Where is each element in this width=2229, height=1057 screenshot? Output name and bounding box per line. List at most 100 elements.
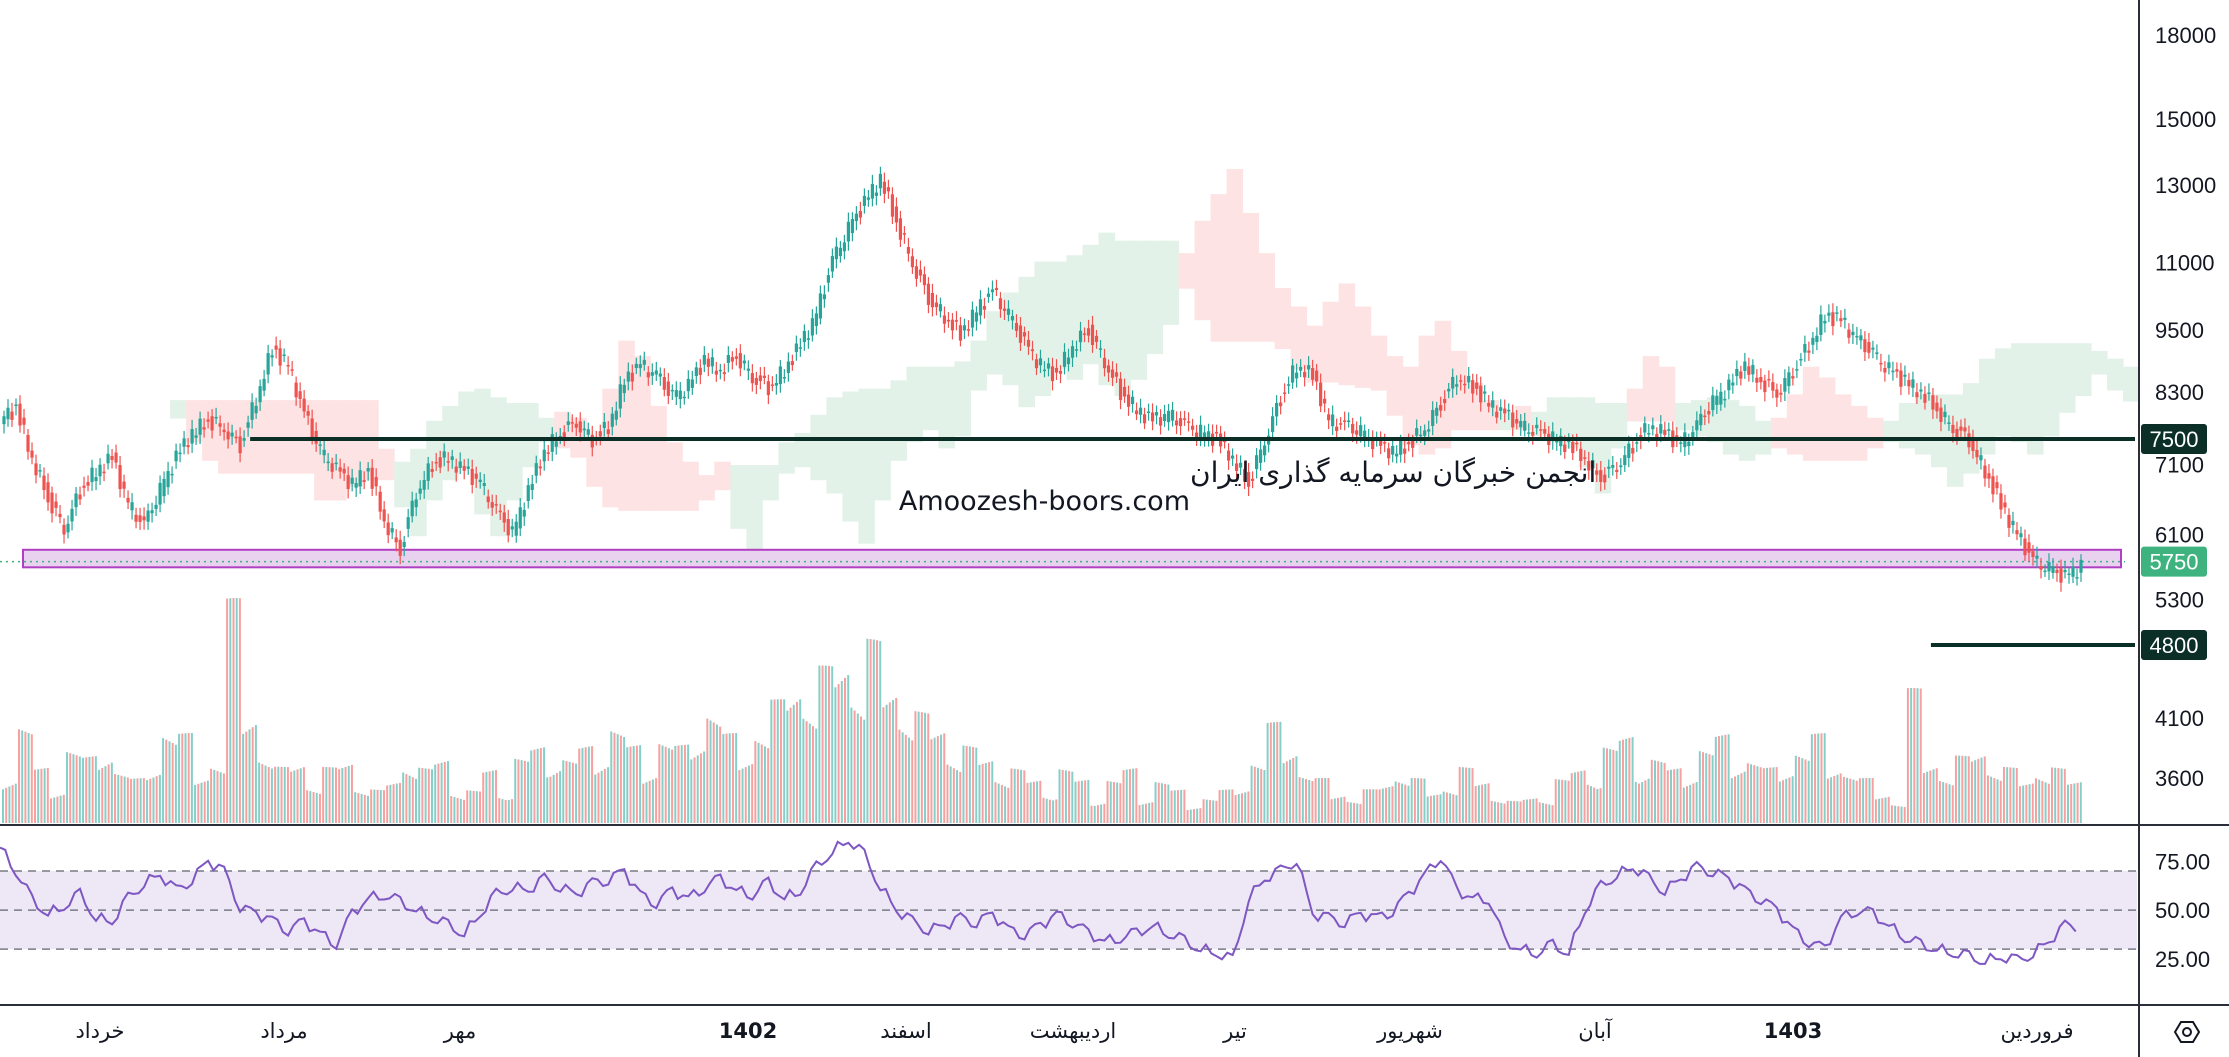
volume-bar [1929, 770, 1932, 823]
candle-body [1391, 446, 1395, 455]
cloud-segment [234, 400, 251, 474]
volume-bar [988, 762, 991, 823]
candle-body [542, 449, 546, 462]
volume-bar [706, 718, 709, 823]
candle-body [1002, 308, 1007, 311]
volume-bar [1906, 688, 1909, 823]
volume-bar [629, 746, 632, 823]
candle-body [678, 390, 682, 400]
price-tick-label: 18000 [2155, 23, 2216, 48]
volume-bar [1138, 805, 1141, 823]
price-tick-label: 6100 [2155, 522, 2204, 547]
candle-body [282, 354, 286, 357]
price-tick-label: 7100 [2155, 452, 2204, 477]
candle-body [342, 468, 346, 474]
volume-bar [840, 681, 843, 823]
volume-bar [1359, 803, 1362, 823]
candle-body [1919, 389, 1923, 392]
candle-body [506, 519, 510, 536]
candle-body [1307, 365, 1311, 370]
rsi-axis[interactable]: 75.00 50.00 25.00 [2155, 849, 2210, 972]
candle-body [902, 233, 907, 235]
volume-bar [1333, 798, 1336, 823]
volume-bar [1141, 804, 1144, 823]
volume-bar [1042, 797, 1045, 823]
volume-bar [306, 790, 309, 823]
volume-bar [360, 793, 363, 823]
candle-body [1383, 442, 1387, 444]
cloud-segment [2123, 366, 2140, 402]
volume-bar [1637, 783, 1640, 823]
cloud-segment [634, 356, 651, 511]
volume-bar [139, 778, 142, 823]
candle-body [1987, 473, 1991, 479]
time-label: مهر [443, 1019, 477, 1043]
candle-body [154, 504, 158, 509]
candle-body [1263, 445, 1267, 456]
volume-bar [808, 723, 811, 823]
candle-body [1118, 378, 1123, 401]
volume-bar [533, 749, 536, 823]
support-zone-layer [0, 548, 2125, 569]
tradingview-hexagon-settings-icon[interactable] [2173, 1021, 2201, 1043]
time-axis[interactable]: خرداد مرداد مهر 1402 اسفند اردیبهشت تیر شهریور آ… [75, 1018, 2073, 1043]
volume-bar [1983, 756, 1986, 823]
candle-body [198, 418, 202, 435]
candle-body [2007, 514, 2011, 528]
candle-body [454, 466, 458, 473]
candle-body [42, 475, 46, 491]
volume-bar [2079, 782, 2082, 823]
cloud-segment [890, 380, 907, 461]
volume-bar [917, 711, 920, 823]
volume-bar [1103, 803, 1106, 823]
volume-bar [1794, 755, 1797, 823]
volume-bar [418, 767, 421, 823]
volume-bar [1490, 800, 1493, 823]
cloud-segment [1530, 411, 1548, 437]
volume-bar [1788, 777, 1791, 823]
candle-body [738, 353, 742, 369]
volume-bar [242, 733, 245, 823]
volume-bar [972, 747, 975, 823]
candle-body [646, 372, 650, 378]
cloud-segment [2091, 350, 2108, 375]
candle-body [1859, 335, 1863, 341]
cloud-segment [1722, 400, 1740, 455]
cloud-segment [1562, 397, 1580, 449]
volume-bar [1836, 774, 1839, 823]
cloud-segment [410, 448, 427, 537]
cloud-segment [1018, 276, 1035, 408]
volume-bar [171, 743, 174, 823]
volume-bar [2025, 784, 2028, 823]
candle-body [1315, 370, 1319, 382]
candle-body [1226, 450, 1231, 461]
candle-body [150, 510, 154, 514]
cloud-segment [1194, 220, 1212, 321]
candle-body [498, 510, 502, 513]
volume-bar [1647, 778, 1650, 823]
volume-bar [312, 792, 315, 823]
candle-body [2071, 566, 2075, 577]
volume-bar [2070, 784, 2073, 823]
cloud-segment [2107, 358, 2124, 391]
candle-body [766, 381, 770, 396]
candle-body [1483, 391, 1487, 394]
candle-body [1222, 440, 1227, 443]
price-axis[interactable]: 18000 15000 13000 11000 9500 8300 7100 6100 5300… [2155, 23, 2216, 791]
candle-body [34, 463, 38, 476]
volume-bar [1439, 794, 1442, 823]
candle-body [1847, 329, 1851, 338]
time-label: اردیبهشت [1030, 1019, 1117, 1043]
volume-bar [427, 768, 430, 823]
volume-bar [2076, 782, 2079, 823]
candle-body [1979, 455, 1983, 461]
volume-bar [607, 767, 610, 823]
cloud-segment [2010, 343, 2028, 443]
volume-bar [559, 771, 562, 823]
candle-body [1339, 423, 1343, 425]
candle-body [830, 256, 834, 272]
volume-bar [523, 760, 526, 823]
volume-bar [149, 778, 152, 823]
volume-bar [46, 767, 49, 823]
